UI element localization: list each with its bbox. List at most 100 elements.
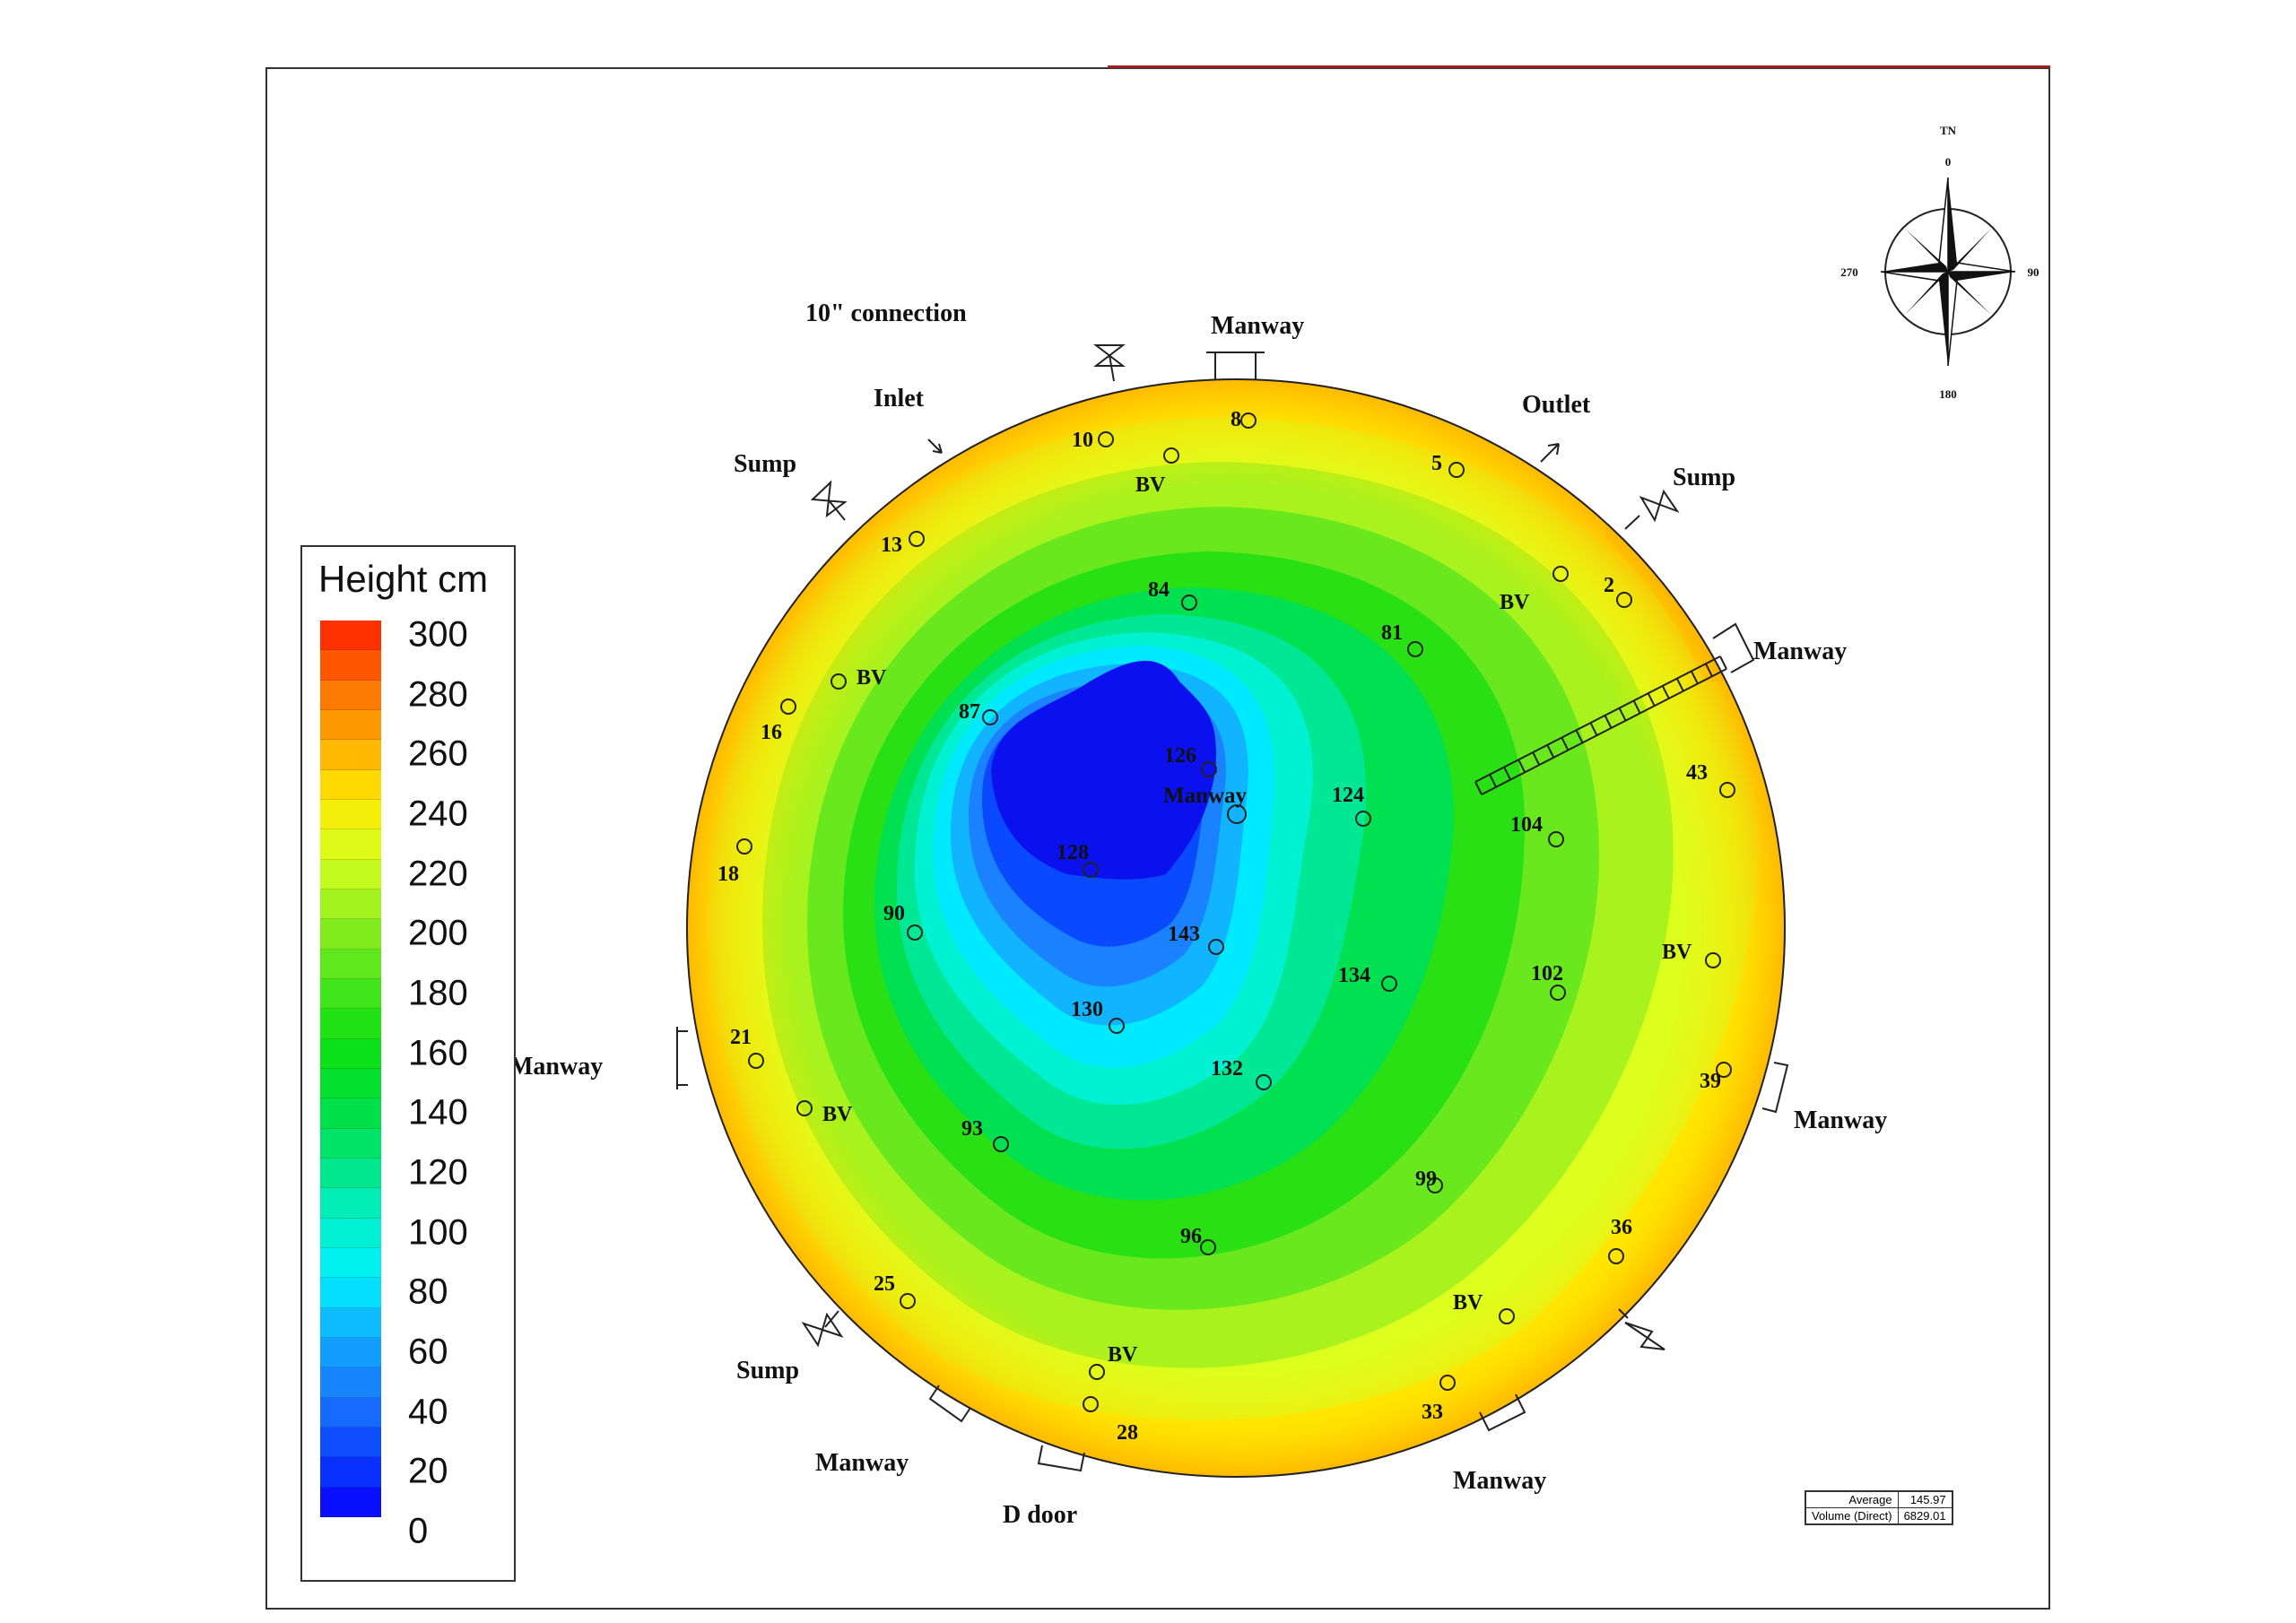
compass-s-label: 180 (1939, 387, 1957, 401)
legend-swatch (320, 710, 381, 741)
survey-point-marker (1208, 939, 1224, 955)
legend-tick-label: 40 (408, 1392, 448, 1432)
survey-point-label: 10 (1072, 429, 1093, 452)
manway-right-label: Manway (1794, 1107, 1887, 1134)
legend-tick-label: 140 (408, 1092, 468, 1133)
legend-tick-label: 180 (408, 973, 468, 1013)
bv-label: BV (822, 1103, 853, 1126)
d-door-label: D door (1003, 1501, 1077, 1529)
height-surface (687, 379, 1785, 1477)
legend-tick-label: 160 (408, 1033, 468, 1073)
survey-point-label: 134 (1338, 964, 1370, 987)
legend-color-bar (320, 621, 381, 1517)
survey-point-marker (1719, 782, 1735, 798)
ladder-rung (1618, 707, 1627, 722)
survey-point-label: 28 (1117, 1421, 1138, 1445)
average-value: 145.97 (1897, 1490, 1953, 1508)
compass-w-label: 270 (1840, 265, 1858, 279)
ladder-rung (1675, 678, 1684, 692)
survey-point-label: 18 (718, 863, 739, 886)
legend-tick-label: 280 (408, 674, 468, 715)
legend-tick-label: 260 (408, 733, 468, 774)
tank-outline (686, 378, 1786, 1478)
ladder-rung (1503, 767, 1512, 780)
survey-point-marker (1439, 1375, 1456, 1391)
bv-marker (796, 1100, 813, 1116)
outlet-label: Outlet (1522, 391, 1591, 419)
legend-swatch (320, 1098, 381, 1129)
survey-point-marker (1181, 595, 1197, 611)
ladder-rung (1575, 729, 1584, 743)
legend-swatch (320, 1159, 381, 1189)
survey-point-label: 90 (883, 902, 905, 925)
legend-swatch (320, 1248, 381, 1279)
valve-nw-fixture (810, 480, 848, 521)
legend-swatch (320, 1367, 381, 1398)
legend-swatch (320, 769, 381, 800)
bv-label: BV (1500, 591, 1530, 614)
survey-point-marker (993, 1136, 1009, 1152)
manway-center-label: Manway (1163, 784, 1248, 808)
legend-swatch (320, 1338, 381, 1368)
legend-tick-label: 200 (408, 913, 468, 953)
legend-swatch (320, 740, 381, 770)
legend-tick-label: 0 (408, 1511, 429, 1551)
survey-point-marker (1608, 1248, 1624, 1264)
bv-marker (1499, 1308, 1515, 1324)
stats-table: Average 145.97 Volume (Direct) 6829.01 (1805, 1490, 1953, 1525)
survey-point-marker (780, 699, 796, 715)
survey-point-label: 2 (1604, 574, 1614, 597)
survey-point-label: 128 (1057, 841, 1089, 864)
ladder-rung (1632, 699, 1641, 714)
survey-point-marker (1240, 412, 1257, 429)
survey-point-label: 13 (881, 534, 902, 557)
survey-point-label: 81 (1381, 621, 1403, 645)
color-legend: Height cm 300 280 260 240 220 200 180 160 140 120… (300, 545, 516, 1582)
legend-swatch (320, 859, 381, 890)
survey-point-label: 96 (1180, 1225, 1202, 1248)
survey-point-label: 16 (761, 721, 782, 744)
survey-point-marker (1083, 1396, 1099, 1412)
legend-tick-label: 300 (408, 614, 468, 655)
legend-swatch (320, 1428, 381, 1458)
manway-right-fixture (1761, 1062, 1789, 1114)
manway-sw-fixture (928, 1384, 971, 1423)
survey-point-label: 126 (1164, 744, 1196, 768)
survey-point-marker (1355, 811, 1371, 827)
survey-point-marker (982, 709, 998, 725)
survey-point-marker (1201, 761, 1217, 777)
manway-left-label: Manway (509, 1053, 603, 1081)
legend-swatch (320, 919, 381, 950)
survey-point-label: 130 (1071, 998, 1103, 1021)
survey-point-label: 93 (961, 1117, 983, 1141)
legend-tick-label: 220 (408, 854, 468, 894)
survey-point-marker (900, 1293, 916, 1309)
fixtures (676, 344, 1789, 1472)
survey-point-marker (1550, 985, 1566, 1001)
valve-sw-fixture (801, 1310, 844, 1348)
ladder-rung (1661, 685, 1670, 699)
survey-point-marker (748, 1053, 764, 1069)
legend-swatch (320, 1128, 381, 1159)
survey-point-marker (1548, 831, 1564, 847)
bv-marker (1705, 952, 1721, 968)
chart-frame (265, 67, 2050, 1610)
volume-label: Volume (Direct) (1805, 1507, 1899, 1525)
frame-top-accent (1108, 65, 2050, 68)
sump-ne-label: Sump (1673, 464, 1735, 491)
connection-label: 10" connection (805, 299, 967, 327)
manway-ne-fixture (1712, 622, 1755, 673)
compass-n-label: 0 (1945, 155, 1952, 169)
legend-swatch (320, 1457, 381, 1488)
survey-point-marker (1200, 1239, 1216, 1255)
legend-swatch (320, 979, 381, 1010)
legend-swatch (320, 949, 381, 979)
bv-label: BV (857, 666, 887, 690)
sump-nw-label: Sump (734, 450, 796, 478)
survey-point-label: 33 (1422, 1401, 1443, 1424)
average-label: Average (1805, 1490, 1899, 1508)
ladder-rung (1719, 655, 1727, 670)
annotations: 10" connection Inlet Outlet Sump Sump Su… (509, 299, 1887, 1529)
ladder (1474, 655, 1727, 795)
valve-top-fixture (1093, 344, 1126, 382)
